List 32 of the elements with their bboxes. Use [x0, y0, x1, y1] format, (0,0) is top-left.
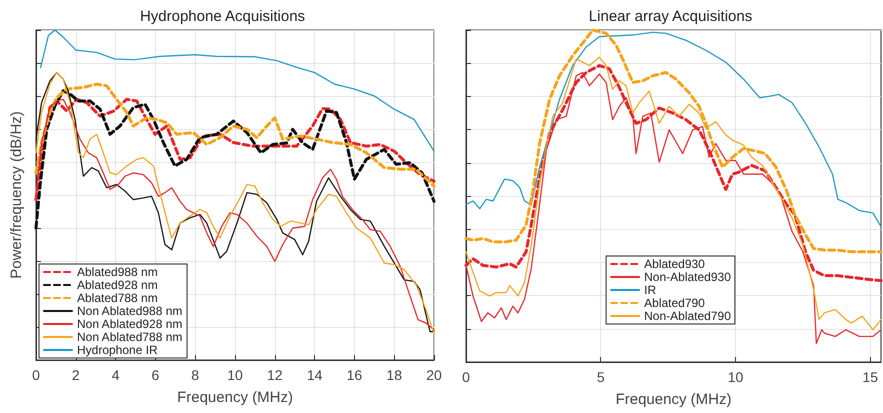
legend-label: IR — [644, 283, 656, 297]
x-tick-label: 16 — [346, 367, 362, 383]
chart-title: Hydrophone Acquisitions — [140, 8, 306, 25]
legend-label: Non Ablated788 nm — [77, 330, 182, 344]
x-tick-label: 2 — [72, 367, 80, 383]
x-tick-label: 6 — [152, 367, 160, 383]
legend-label: Non Ablated988 nm — [77, 304, 182, 318]
x-tick-label: 14 — [306, 367, 323, 383]
x-tick-label: 10 — [728, 369, 744, 385]
x-tick-label: 5 — [596, 369, 605, 385]
legend-label: Ablated790 — [644, 296, 706, 310]
x-tick-label: 0 — [462, 369, 470, 385]
x-tick-label: 8 — [191, 367, 200, 383]
x-tick-label: 15 — [862, 369, 878, 385]
chart-title: Linear array Acquisitions — [588, 8, 752, 25]
x-axis-title: Frequency (MHz) — [616, 391, 732, 408]
legend-label: Ablated988 nm — [77, 265, 158, 279]
legend-label: Ablated928 nm — [77, 278, 158, 292]
legend-label: Non Ablated928 nm — [77, 317, 182, 331]
x-tick-label: 0 — [32, 367, 40, 383]
legend-label: Hydrophone IR — [77, 343, 158, 357]
x-tick-label: 10 — [227, 367, 243, 383]
x-tick-label: 20 — [426, 367, 442, 383]
x-axis-title: Frequency (MHz) — [177, 389, 293, 406]
x-tick-label: 18 — [386, 367, 402, 383]
y-axis-title: Power/frequency (dB/Hz) — [8, 111, 25, 279]
x-tick-label: 4 — [112, 367, 120, 383]
legend-label: Ablated930 — [644, 257, 706, 271]
x-tick-label: 12 — [267, 367, 283, 383]
legend-label: Non-Ablated790 — [644, 309, 732, 323]
legend-label: Non-Ablated930 — [644, 270, 732, 284]
legend-label: Ablated788 nm — [77, 291, 158, 305]
